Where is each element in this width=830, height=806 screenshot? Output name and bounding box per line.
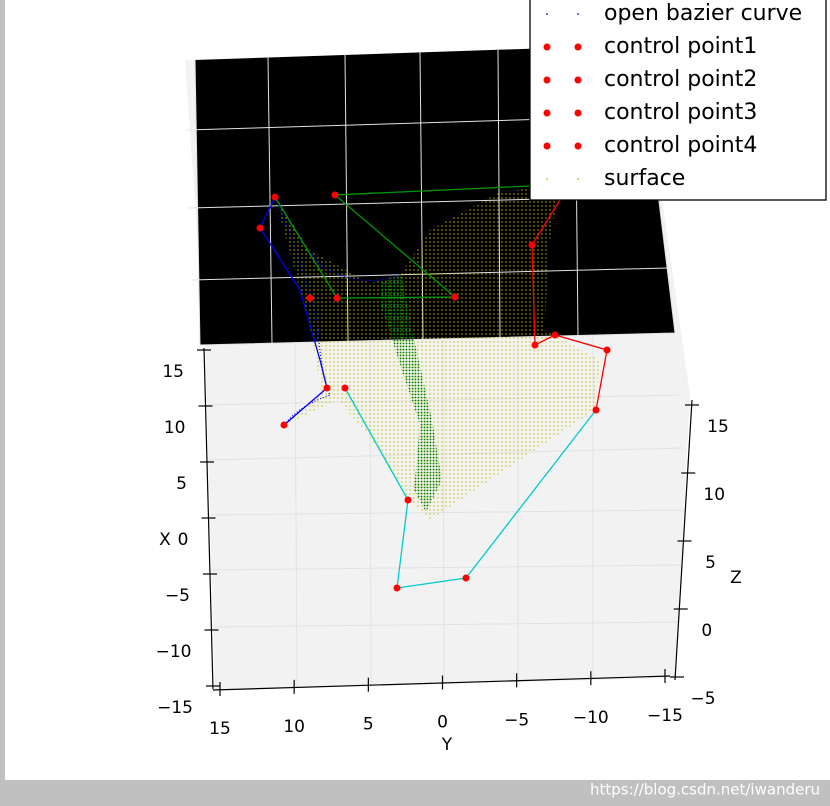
watermark: https://blog.csdn.net/iwanderu [590, 781, 820, 799]
x-tick-label: 15 [162, 362, 184, 382]
legend-marker [574, 142, 582, 150]
legend-marker [546, 13, 548, 15]
y-tick-label: −10 [573, 708, 609, 728]
legend-marker [574, 109, 582, 117]
x-tick-label: 10 [164, 418, 186, 438]
x-tick-label: −15 [157, 698, 193, 718]
legend-label: control point4 [604, 133, 757, 158]
x-tick-label: −5 [165, 586, 190, 606]
legend-marker [577, 13, 579, 15]
z-tick-label: −5 [690, 689, 715, 709]
z-tick-label: 10 [703, 485, 725, 505]
legend-label: control point3 [604, 100, 757, 125]
bezier-curve [274, 196, 401, 426]
surface [275, 185, 600, 520]
control-points [256, 191, 611, 592]
legend-marker [577, 178, 579, 180]
y-tick-label: 5 [363, 715, 374, 735]
x-tick-label: 5 [176, 474, 187, 494]
legend-box [529, 0, 827, 201]
legend-marker [543, 109, 551, 117]
x-tick-label: −10 [156, 642, 192, 662]
z-tick-label: 5 [705, 553, 716, 573]
legend-label: control point1 [604, 34, 757, 59]
x-tick-label: 0 [178, 530, 189, 550]
legend-label: control point2 [604, 67, 757, 92]
x-axis-label: X [159, 530, 171, 550]
control-polygon [531, 199, 608, 411]
surface-band [380, 274, 442, 512]
legend-label: open bazier curve [604, 1, 802, 26]
y-tick-label: 15 [209, 719, 231, 739]
legend-marker [546, 178, 548, 180]
y-tick-label: 0 [437, 713, 448, 733]
legend-label: surface [604, 166, 685, 191]
legend-marker [543, 142, 551, 150]
y-tick-label: −5 [504, 710, 529, 730]
legend-marker [543, 43, 551, 51]
legend: open bazier curve control point1 control p… [529, 0, 827, 201]
y-tick-label: −15 [647, 706, 683, 726]
legend-marker [543, 76, 551, 84]
legend-marker [574, 76, 582, 84]
y-tick-label: 10 [283, 717, 305, 737]
z-axis-label: Z [730, 568, 742, 588]
legend-marker [574, 43, 582, 51]
z-tick-label: 0 [701, 621, 712, 641]
z-tick-label: 15 [707, 417, 729, 437]
control-polygon [259, 196, 328, 426]
y-axis-label: Y [441, 735, 453, 755]
